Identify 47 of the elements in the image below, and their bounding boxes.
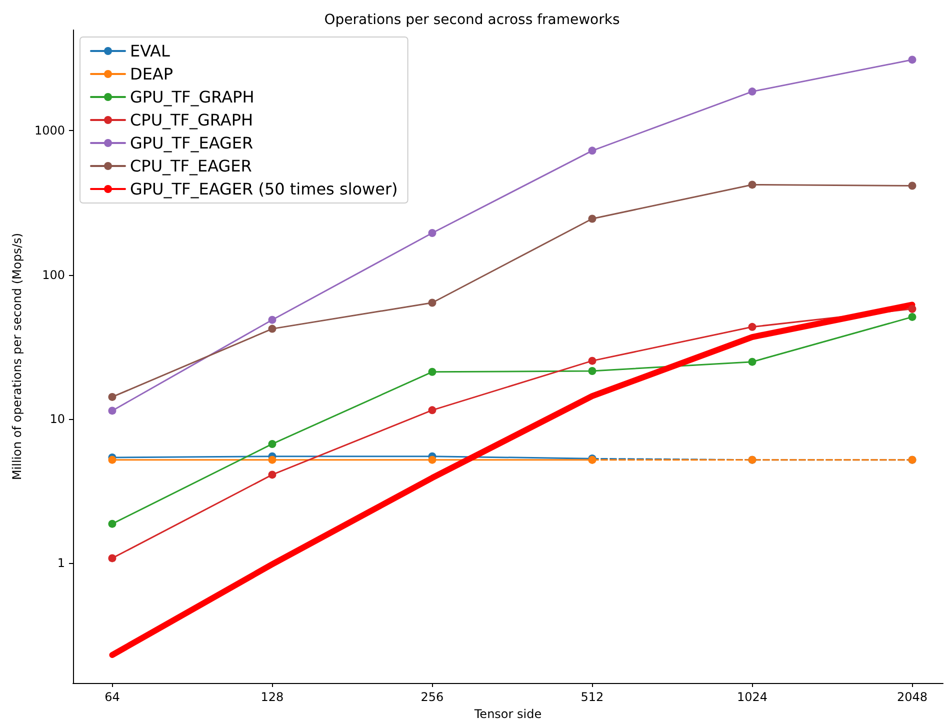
point bbox=[588, 356, 596, 365]
point bbox=[908, 56, 916, 64]
x-tick-label: 1024 bbox=[736, 690, 768, 704]
y-tick-label: 1 bbox=[57, 556, 65, 570]
x-tick-label: 256 bbox=[420, 690, 444, 704]
legend-label: CPU_TF_GRAPH bbox=[130, 110, 253, 130]
legend-label: GPU_TF_EAGER bbox=[130, 134, 254, 152]
y-tick-label: 1000 bbox=[34, 124, 65, 138]
point bbox=[428, 368, 436, 376]
chart-title: Operations per second across frameworks bbox=[324, 12, 620, 28]
x-tick-label: 2048 bbox=[896, 690, 928, 704]
y-tick-label: 10 bbox=[50, 412, 65, 426]
point bbox=[428, 456, 436, 464]
point bbox=[268, 440, 276, 448]
y-axis-title: Million of operations per second (Mops/s) bbox=[10, 232, 24, 480]
x-tick-label: 512 bbox=[580, 690, 604, 704]
point bbox=[108, 520, 116, 528]
point bbox=[108, 554, 116, 562]
point bbox=[588, 214, 596, 223]
y-tick-label: 100 bbox=[42, 268, 65, 282]
point bbox=[268, 470, 276, 479]
point bbox=[748, 180, 756, 189]
point bbox=[748, 322, 756, 331]
x-tick-label: 128 bbox=[260, 690, 284, 704]
point bbox=[908, 182, 916, 190]
point bbox=[908, 312, 916, 321]
point bbox=[908, 304, 916, 313]
point bbox=[588, 146, 596, 155]
legend-label: CPU_TF_EAGER bbox=[130, 156, 252, 176]
point bbox=[268, 456, 276, 464]
legend-label: DEAP bbox=[130, 64, 174, 84]
x-tick-label: 64 bbox=[104, 690, 120, 704]
point bbox=[108, 406, 116, 415]
point bbox=[428, 229, 436, 238]
legend-label: GPU_TF_GRAPH bbox=[130, 88, 254, 106]
point bbox=[268, 324, 276, 333]
point bbox=[588, 367, 596, 376]
legend-label: EVAL bbox=[130, 42, 170, 60]
point bbox=[108, 456, 116, 464]
point bbox=[108, 392, 116, 401]
point bbox=[268, 316, 276, 324]
x-axis-title: Tensor side bbox=[473, 706, 542, 721]
point bbox=[428, 298, 436, 307]
point bbox=[428, 406, 436, 414]
point bbox=[748, 358, 756, 366]
legend-label: GPU_TF_EAGER (50 times slower) bbox=[130, 180, 398, 198]
point bbox=[748, 88, 756, 96]
